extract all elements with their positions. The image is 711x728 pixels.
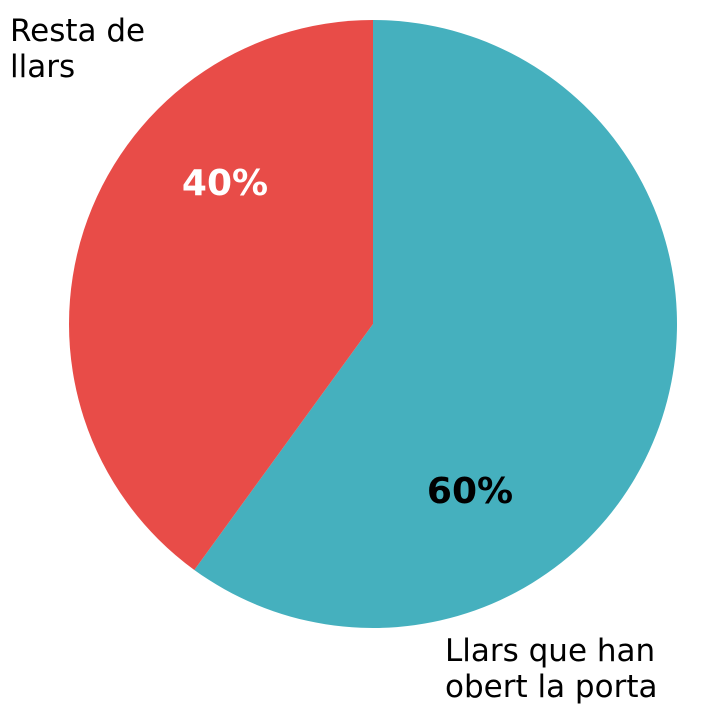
value-label: 40% — [182, 163, 268, 204]
category-label: Llars que han obert la porta — [445, 633, 658, 705]
value-label: 60% — [427, 471, 513, 512]
pie-slice — [194, 20, 678, 628]
category-label: Resta de llars — [10, 13, 146, 85]
pie-slice — [68, 20, 374, 570]
